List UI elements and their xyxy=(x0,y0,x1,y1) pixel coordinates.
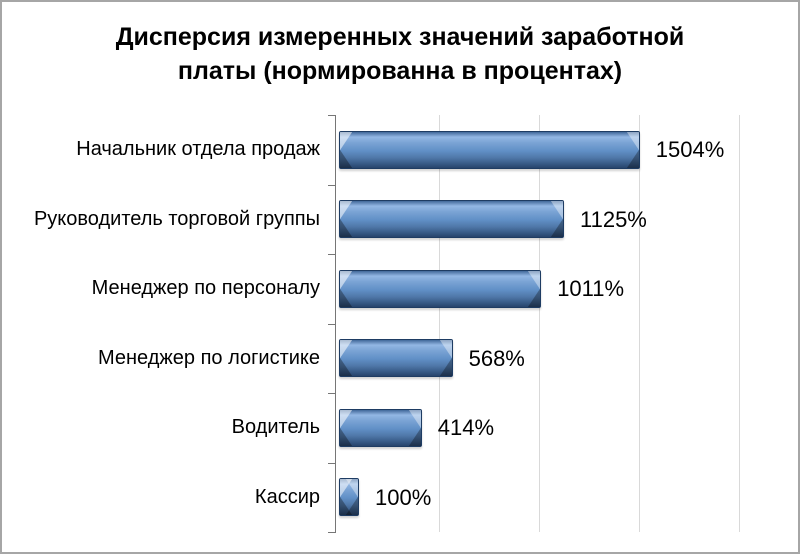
axis-tick xyxy=(328,323,336,325)
bar[interactable] xyxy=(339,408,422,447)
value-label: 1011% xyxy=(557,276,625,301)
value-label: 100% xyxy=(375,484,432,510)
bar[interactable] xyxy=(339,269,542,308)
bar[interactable] xyxy=(339,130,640,169)
axis-tick xyxy=(328,184,336,186)
value-label: 1504% xyxy=(655,137,725,162)
category-label: Кассир xyxy=(254,485,320,508)
axis-tick xyxy=(328,462,336,464)
category-label: Менеджер по персоналу xyxy=(91,277,320,299)
value-label: 1125% xyxy=(580,206,647,232)
gridline xyxy=(739,115,740,532)
gridline xyxy=(539,115,540,532)
axis-tick xyxy=(328,532,336,533)
value-label: 568% xyxy=(468,345,525,371)
gridline xyxy=(639,115,640,532)
category-label: Начальник отдела продаж xyxy=(76,138,320,160)
axis-tick xyxy=(328,254,336,255)
category-label: Руководитель торговой группы xyxy=(33,207,320,230)
category-label: Водитель xyxy=(231,416,320,438)
chart-title: Дисперсия измеренных значений заработной… xyxy=(115,23,685,85)
axis-tick xyxy=(328,393,336,394)
bar[interactable] xyxy=(339,200,564,239)
value-label: 414% xyxy=(437,415,495,440)
gridline xyxy=(439,115,440,532)
category-label: Менеджер по логистике xyxy=(97,346,320,369)
bar[interactable] xyxy=(339,478,359,517)
bar[interactable] xyxy=(339,339,453,378)
axis-tick xyxy=(328,115,336,116)
